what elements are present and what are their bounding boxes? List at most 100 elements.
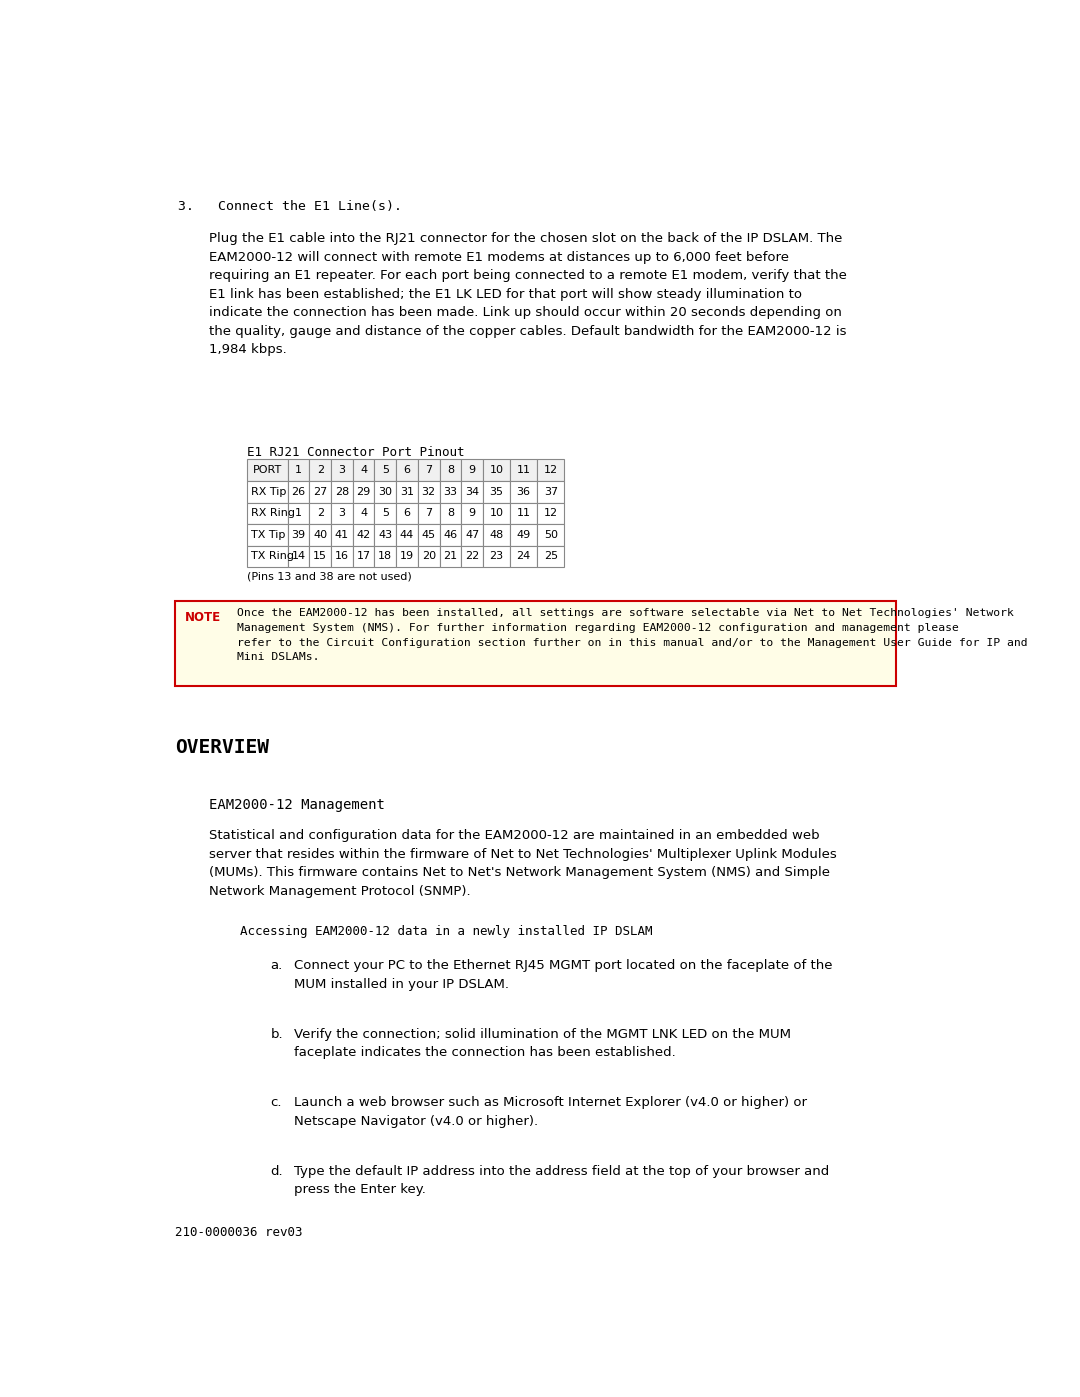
Text: 40: 40 bbox=[313, 529, 327, 539]
Text: 32: 32 bbox=[421, 486, 436, 497]
Bar bbox=[247, 503, 287, 524]
Text: Verify the connection; solid illumination of the MGMT LNK LED on the MUM
facepla: Verify the connection; solid illuminatio… bbox=[294, 1028, 791, 1059]
Bar bbox=[483, 460, 510, 481]
Bar bbox=[461, 503, 483, 524]
Text: 39: 39 bbox=[292, 529, 306, 539]
Text: Accessing EAM2000-12 data in a newly installed IP DSLAM: Accessing EAM2000-12 data in a newly ins… bbox=[240, 925, 652, 939]
Bar bbox=[247, 524, 287, 546]
Bar bbox=[247, 460, 287, 481]
Bar bbox=[332, 546, 353, 567]
Bar bbox=[510, 503, 537, 524]
Bar bbox=[353, 460, 375, 481]
Text: 4: 4 bbox=[360, 465, 367, 475]
Bar bbox=[287, 546, 309, 567]
Bar bbox=[287, 481, 309, 503]
Text: 46: 46 bbox=[444, 529, 458, 539]
Text: 33: 33 bbox=[444, 486, 458, 497]
Text: NOTE: NOTE bbox=[185, 610, 220, 624]
Text: 6: 6 bbox=[404, 509, 410, 518]
Bar bbox=[440, 481, 461, 503]
Bar bbox=[396, 524, 418, 546]
Bar bbox=[309, 481, 332, 503]
Text: 11: 11 bbox=[516, 509, 530, 518]
Text: 2: 2 bbox=[316, 465, 324, 475]
Bar bbox=[247, 481, 287, 503]
Text: 9: 9 bbox=[469, 509, 475, 518]
Text: TX Ring: TX Ring bbox=[252, 552, 294, 562]
Text: 12: 12 bbox=[543, 509, 558, 518]
Text: 2: 2 bbox=[316, 509, 324, 518]
Bar bbox=[309, 546, 332, 567]
Text: 210-0000036 rev03: 210-0000036 rev03 bbox=[175, 1227, 302, 1239]
Text: 12: 12 bbox=[543, 465, 558, 475]
Text: 17: 17 bbox=[356, 552, 370, 562]
Text: 21: 21 bbox=[444, 552, 458, 562]
Text: 24: 24 bbox=[516, 552, 530, 562]
Bar bbox=[309, 503, 332, 524]
Text: 14: 14 bbox=[292, 552, 306, 562]
Bar bbox=[418, 546, 440, 567]
Bar bbox=[537, 460, 565, 481]
Text: Type the default IP address into the address field at the top of your browser an: Type the default IP address into the add… bbox=[294, 1165, 829, 1196]
Bar bbox=[418, 524, 440, 546]
Bar bbox=[353, 546, 375, 567]
Text: 11: 11 bbox=[516, 465, 530, 475]
Text: TX Tip: TX Tip bbox=[252, 529, 285, 539]
Bar bbox=[353, 481, 375, 503]
Text: 8: 8 bbox=[447, 509, 454, 518]
Text: 29: 29 bbox=[356, 486, 370, 497]
Bar bbox=[332, 481, 353, 503]
Text: 4: 4 bbox=[360, 509, 367, 518]
Text: 8: 8 bbox=[447, 465, 454, 475]
Text: 15: 15 bbox=[313, 552, 327, 562]
Bar bbox=[461, 481, 483, 503]
Bar bbox=[396, 503, 418, 524]
Text: 7: 7 bbox=[426, 509, 432, 518]
Text: RX Tip: RX Tip bbox=[252, 486, 286, 497]
Bar bbox=[396, 546, 418, 567]
Bar bbox=[418, 503, 440, 524]
Text: 1: 1 bbox=[295, 509, 302, 518]
Bar bbox=[537, 503, 565, 524]
Text: 45: 45 bbox=[421, 529, 436, 539]
Text: 5: 5 bbox=[382, 465, 389, 475]
Text: 1: 1 bbox=[295, 465, 302, 475]
Bar bbox=[483, 524, 510, 546]
Text: Plug the E1 cable into the RJ21 connector for the chosen slot on the back of the: Plug the E1 cable into the RJ21 connecto… bbox=[208, 232, 847, 356]
Text: 18: 18 bbox=[378, 552, 392, 562]
Text: 43: 43 bbox=[378, 529, 392, 539]
Text: 23: 23 bbox=[489, 552, 503, 562]
Bar bbox=[537, 524, 565, 546]
Bar bbox=[440, 524, 461, 546]
Bar bbox=[332, 503, 353, 524]
Text: 25: 25 bbox=[543, 552, 558, 562]
Text: Launch a web browser such as Microsoft Internet Explorer (v4.0 or higher) or
Net: Launch a web browser such as Microsoft I… bbox=[294, 1097, 807, 1127]
Text: 3: 3 bbox=[338, 465, 346, 475]
Bar bbox=[440, 460, 461, 481]
Text: 16: 16 bbox=[335, 552, 349, 562]
Text: 30: 30 bbox=[378, 486, 392, 497]
Text: 41: 41 bbox=[335, 529, 349, 539]
Text: 34: 34 bbox=[465, 486, 480, 497]
FancyBboxPatch shape bbox=[175, 601, 896, 686]
Bar bbox=[287, 460, 309, 481]
Text: 42: 42 bbox=[356, 529, 370, 539]
Bar bbox=[537, 546, 565, 567]
Text: 44: 44 bbox=[400, 529, 414, 539]
Text: Statistical and configuration data for the EAM2000-12 are maintained in an embed: Statistical and configuration data for t… bbox=[208, 828, 836, 897]
Text: 5: 5 bbox=[382, 509, 389, 518]
Bar bbox=[375, 503, 396, 524]
Text: d.: d. bbox=[271, 1165, 283, 1178]
Bar bbox=[353, 503, 375, 524]
Bar bbox=[396, 481, 418, 503]
Text: 31: 31 bbox=[400, 486, 414, 497]
Bar bbox=[353, 524, 375, 546]
Bar bbox=[440, 503, 461, 524]
Bar bbox=[461, 546, 483, 567]
Bar bbox=[375, 524, 396, 546]
Text: 9: 9 bbox=[469, 465, 475, 475]
Text: 35: 35 bbox=[489, 486, 503, 497]
Text: 22: 22 bbox=[465, 552, 480, 562]
Bar bbox=[418, 460, 440, 481]
Text: (Pins 13 and 38 are not used): (Pins 13 and 38 are not used) bbox=[247, 571, 413, 583]
